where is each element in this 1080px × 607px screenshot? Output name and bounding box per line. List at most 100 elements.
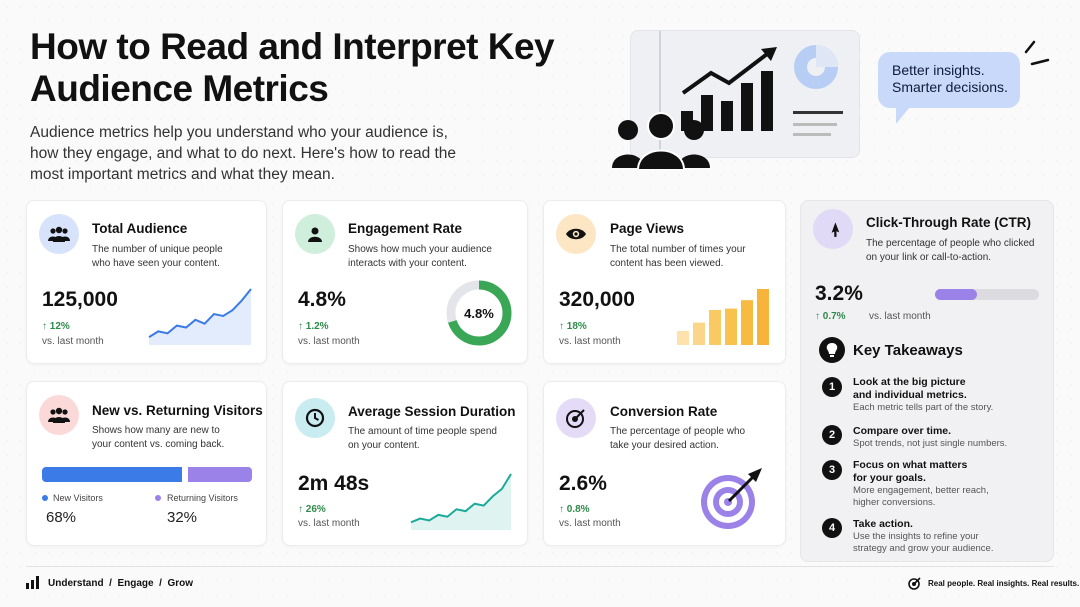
takeaway-subtext: More engagement, better reach, higher co…	[853, 485, 989, 508]
card-engagement-rate: Engagement Rate Shows how much your audi…	[282, 200, 528, 364]
bar	[677, 331, 689, 345]
metric-value: 2m 48s	[298, 472, 370, 495]
card-description: The percentage of people who clicked on …	[866, 238, 1035, 263]
metric-delta: ↑ 26%	[298, 504, 326, 515]
takeaway-heading: Look at the big picture and individual m…	[853, 376, 967, 401]
new-visitors-value: 68%	[46, 509, 77, 526]
card-session-duration: Average Session Duration The amount of t…	[282, 381, 528, 546]
metric-delta: ↑ 18%	[559, 321, 587, 332]
card-new-vs-returning: New vs. Returning Visitors Shows how man…	[26, 381, 267, 546]
intro-text: Audience metrics help you understand who…	[30, 124, 457, 183]
bar	[741, 300, 753, 345]
card-conversion-rate: Conversion Rate The percentage of people…	[543, 381, 786, 546]
bar-chart-icon	[26, 576, 40, 594]
card-description: The number of unique people who have see…	[92, 244, 223, 269]
card-description: The total number of times your content h…	[610, 244, 746, 269]
metric-comparison: vs. last month	[42, 336, 104, 347]
legend-label-new: New Visitors	[53, 493, 103, 503]
metric-delta: ↑ 12%	[42, 321, 70, 332]
trend-line	[148, 288, 252, 338]
footer-tagline: Understand / Engage / Grow	[48, 578, 194, 589]
side-panel: Click-Through Rate (CTR) The percentage …	[800, 200, 1054, 562]
bar-chart	[677, 289, 769, 345]
card-total-audience: Total Audience The number of unique peop…	[26, 200, 267, 364]
speech-bubble: Better insights. Smarter decisions.	[878, 52, 1020, 108]
step-number: 1	[822, 377, 842, 397]
card-title: New vs. Returning Visitors	[92, 403, 263, 418]
metric-value: 125,000	[42, 288, 118, 311]
takeaway-heading: Take action.	[853, 518, 913, 530]
target-icon	[908, 576, 922, 595]
ctr-progress-track	[935, 289, 1039, 300]
metric-comparison: vs. last month	[869, 311, 931, 322]
takeaway-subtext: Each metric tells part of the story.	[853, 402, 994, 413]
trend-line-chart	[410, 473, 512, 530]
trend-area	[411, 474, 511, 530]
metric-comparison: vs. last month	[559, 336, 621, 347]
bullseye-icon	[701, 468, 762, 529]
users-icon	[39, 214, 79, 254]
user-icon	[295, 214, 335, 254]
footer-divider	[26, 566, 1054, 567]
trend-line-chart	[148, 288, 252, 345]
bubble-line-1: Better insights.	[892, 62, 985, 78]
card-description: The amount of time people spend on your …	[348, 426, 497, 451]
eye-icon	[556, 214, 596, 254]
bubble-line-2: Smarter decisions.	[892, 79, 1008, 95]
metric-value: 2.6%	[559, 472, 607, 495]
legend-dot-new	[42, 495, 48, 501]
bar	[725, 308, 737, 345]
donut-label: 4.8%	[464, 306, 494, 321]
donut-chart	[446, 280, 512, 346]
metric-value: 3.2%	[815, 282, 863, 305]
metric-delta: ↑ 0.8%	[559, 504, 590, 515]
legend-label-returning: Returning Visitors	[167, 493, 238, 503]
card-title: Click-Through Rate (CTR)	[866, 215, 1031, 230]
new-visitors-bar	[42, 467, 182, 482]
metric-delta: ↑ 1.2%	[298, 321, 329, 332]
metric-value: 320,000	[559, 288, 635, 311]
metric-comparison: vs. last month	[298, 518, 360, 529]
card-title: Page Views	[610, 221, 685, 236]
returning-visitors-value: 32%	[167, 509, 198, 526]
takeaway-heading: Compare over time.	[853, 425, 952, 437]
footer-slogan: Real people. Real insights. Real results…	[928, 579, 1080, 588]
card-description: Shows how much your audience interacts w…	[348, 244, 492, 269]
step-number: 3	[822, 460, 842, 480]
lightbulb-icon	[819, 337, 845, 363]
card-description: The percentage of people who take your d…	[610, 426, 746, 451]
clock-icon	[295, 398, 335, 438]
takeaways-heading: Key Takeaways	[853, 342, 963, 359]
takeaway-subtext: Use the insights to refine your strategy…	[853, 531, 994, 554]
ctr-progress-fill	[935, 289, 977, 300]
returning-visitors-bar	[187, 467, 252, 482]
takeaway-subtext: Spot trends, not just single numbers.	[853, 438, 1008, 449]
metric-value: 4.8%	[298, 288, 346, 311]
step-number: 2	[822, 425, 842, 445]
trend-line	[410, 473, 512, 524]
card-title: Engagement Rate	[348, 221, 463, 236]
card-title: Total Audience	[92, 221, 188, 236]
bar	[757, 289, 769, 345]
step-number: 4	[822, 518, 842, 538]
card-page-views: Page Views The total number of times you…	[543, 200, 786, 364]
legend-dot-returning	[155, 495, 161, 501]
takeaway-heading: Focus on what matters for your goals.	[853, 459, 968, 484]
card-description: Shows how many are new to your content v…	[92, 425, 225, 450]
card-title: Average Session Duration	[348, 404, 516, 419]
metric-delta: ↑ 0.7%	[815, 311, 846, 322]
cursor-click-icon	[813, 209, 853, 249]
sparkle-icon	[1022, 38, 1052, 75]
page-title: How to Read and Interpret Key Audience M…	[30, 26, 555, 109]
card-title: Conversion Rate	[610, 404, 718, 419]
users-icon	[39, 395, 79, 435]
split-bar	[42, 467, 252, 482]
bar	[709, 310, 721, 345]
metric-comparison: vs. last month	[559, 518, 621, 529]
target-icon	[556, 398, 596, 438]
trend-area	[149, 289, 251, 345]
bar	[693, 322, 705, 345]
people-icon	[610, 112, 712, 175]
speech-bubble-tail	[896, 102, 914, 124]
metric-comparison: vs. last month	[298, 336, 360, 347]
